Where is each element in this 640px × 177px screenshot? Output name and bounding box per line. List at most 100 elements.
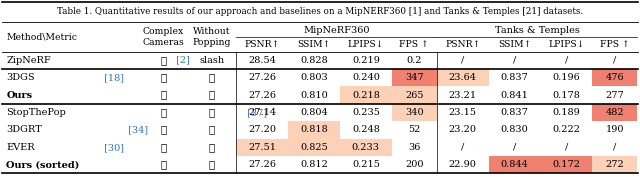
Text: [2]: [2] <box>173 56 189 65</box>
Text: 27.20: 27.20 <box>248 125 276 134</box>
Text: FPS ↑: FPS ↑ <box>600 40 630 49</box>
Text: ZipNeRF: ZipNeRF <box>6 56 51 65</box>
Text: [18]: [18] <box>101 73 124 82</box>
Text: SSIM↑: SSIM↑ <box>297 40 331 49</box>
Bar <box>593 69 637 86</box>
Bar <box>340 139 392 156</box>
Text: ✓: ✓ <box>160 125 166 134</box>
Text: 340: 340 <box>405 108 424 117</box>
Text: 0.844: 0.844 <box>500 160 529 169</box>
Text: ✓: ✓ <box>209 143 215 152</box>
Text: 27.14: 27.14 <box>248 108 276 117</box>
Text: [34]: [34] <box>125 125 148 134</box>
Text: Without
Popping: Without Popping <box>193 27 231 47</box>
Text: 3DGRT: 3DGRT <box>6 125 42 134</box>
Text: 0.196: 0.196 <box>552 73 580 82</box>
Text: 0.215: 0.215 <box>352 160 380 169</box>
Text: StopThePop: StopThePop <box>6 108 66 117</box>
Text: 27.51: 27.51 <box>248 143 276 152</box>
Text: 0.828: 0.828 <box>300 56 328 65</box>
Bar <box>593 156 637 173</box>
Text: [30]: [30] <box>101 143 124 152</box>
Text: 23.20: 23.20 <box>449 125 477 134</box>
Text: 0.825: 0.825 <box>300 143 328 152</box>
Text: 0.818: 0.818 <box>300 125 328 134</box>
Text: 0.812: 0.812 <box>300 160 328 169</box>
Text: ✓: ✓ <box>160 91 166 100</box>
Text: 0.172: 0.172 <box>552 160 580 169</box>
Text: /: / <box>613 56 616 65</box>
Text: 22.90: 22.90 <box>449 160 477 169</box>
Text: 27.26: 27.26 <box>248 91 276 100</box>
Text: /: / <box>565 143 568 152</box>
Text: 3DGS: 3DGS <box>6 73 35 82</box>
Text: 200: 200 <box>405 160 424 169</box>
Bar <box>288 121 340 139</box>
Bar <box>593 104 637 121</box>
Text: /: / <box>461 56 465 65</box>
Bar <box>436 69 489 86</box>
Text: 0.219: 0.219 <box>352 56 380 65</box>
Text: 23.21: 23.21 <box>449 91 477 100</box>
Text: 190: 190 <box>605 125 624 134</box>
Text: 28.54: 28.54 <box>248 56 276 65</box>
Text: LPIPS↓: LPIPS↓ <box>548 40 585 49</box>
Bar <box>392 69 436 86</box>
Text: 0.240: 0.240 <box>352 73 380 82</box>
Text: 0.189: 0.189 <box>552 108 580 117</box>
Bar <box>288 139 340 156</box>
Text: 476: 476 <box>605 73 624 82</box>
Text: 265: 265 <box>405 91 424 100</box>
Text: ✗: ✗ <box>160 108 166 117</box>
Text: 27.26: 27.26 <box>248 73 276 82</box>
Text: EVER: EVER <box>6 143 35 152</box>
Text: 0.248: 0.248 <box>352 125 380 134</box>
Bar <box>392 104 436 121</box>
Text: Ours: Ours <box>6 91 33 100</box>
Text: 0.218: 0.218 <box>352 91 380 100</box>
Text: 0.810: 0.810 <box>300 91 328 100</box>
Text: FPS ↑: FPS ↑ <box>399 40 429 49</box>
Text: 0.837: 0.837 <box>500 73 529 82</box>
Text: Table 1. Quantitative results of our approach and baselines on a MipNERF360 [1] : Table 1. Quantitative results of our app… <box>57 7 583 16</box>
Text: /: / <box>461 143 465 152</box>
Text: ✓: ✓ <box>160 143 166 152</box>
Text: PSNR↑: PSNR↑ <box>244 40 280 49</box>
Text: 0.235: 0.235 <box>352 108 380 117</box>
Text: ✓: ✓ <box>209 108 215 117</box>
Bar <box>392 86 436 104</box>
Text: ✓: ✓ <box>209 125 215 134</box>
Text: /: / <box>513 56 516 65</box>
Text: ✓: ✓ <box>209 160 215 169</box>
Text: ✗: ✗ <box>209 73 215 82</box>
Text: 0.803: 0.803 <box>300 73 328 82</box>
Text: SSIM↑: SSIM↑ <box>498 40 531 49</box>
Text: Ours (sorted): Ours (sorted) <box>6 160 79 169</box>
Bar <box>340 86 392 104</box>
Text: /: / <box>613 143 616 152</box>
Text: ✓: ✓ <box>160 56 166 65</box>
Text: 36: 36 <box>408 143 420 152</box>
Text: [37]: [37] <box>244 108 267 117</box>
Text: 0.830: 0.830 <box>500 125 529 134</box>
Text: /: / <box>513 143 516 152</box>
Text: 272: 272 <box>605 160 625 169</box>
Text: 23.64: 23.64 <box>449 73 477 82</box>
Text: ✗: ✗ <box>209 91 215 100</box>
Text: LPIPS↓: LPIPS↓ <box>348 40 384 49</box>
Bar <box>236 139 288 156</box>
Text: 277: 277 <box>605 91 625 100</box>
Text: 52: 52 <box>408 125 420 134</box>
Text: 27.26: 27.26 <box>248 160 276 169</box>
Text: 482: 482 <box>605 108 624 117</box>
Text: 23.15: 23.15 <box>449 108 477 117</box>
Text: 0.178: 0.178 <box>552 91 580 100</box>
Text: 0.841: 0.841 <box>500 91 529 100</box>
Text: slash: slash <box>199 56 225 65</box>
Text: 0.837: 0.837 <box>500 108 529 117</box>
Text: ✗: ✗ <box>160 73 166 82</box>
Text: 347: 347 <box>405 73 424 82</box>
Bar <box>489 156 541 173</box>
Text: 0.804: 0.804 <box>300 108 328 117</box>
Text: 0.2: 0.2 <box>406 56 422 65</box>
